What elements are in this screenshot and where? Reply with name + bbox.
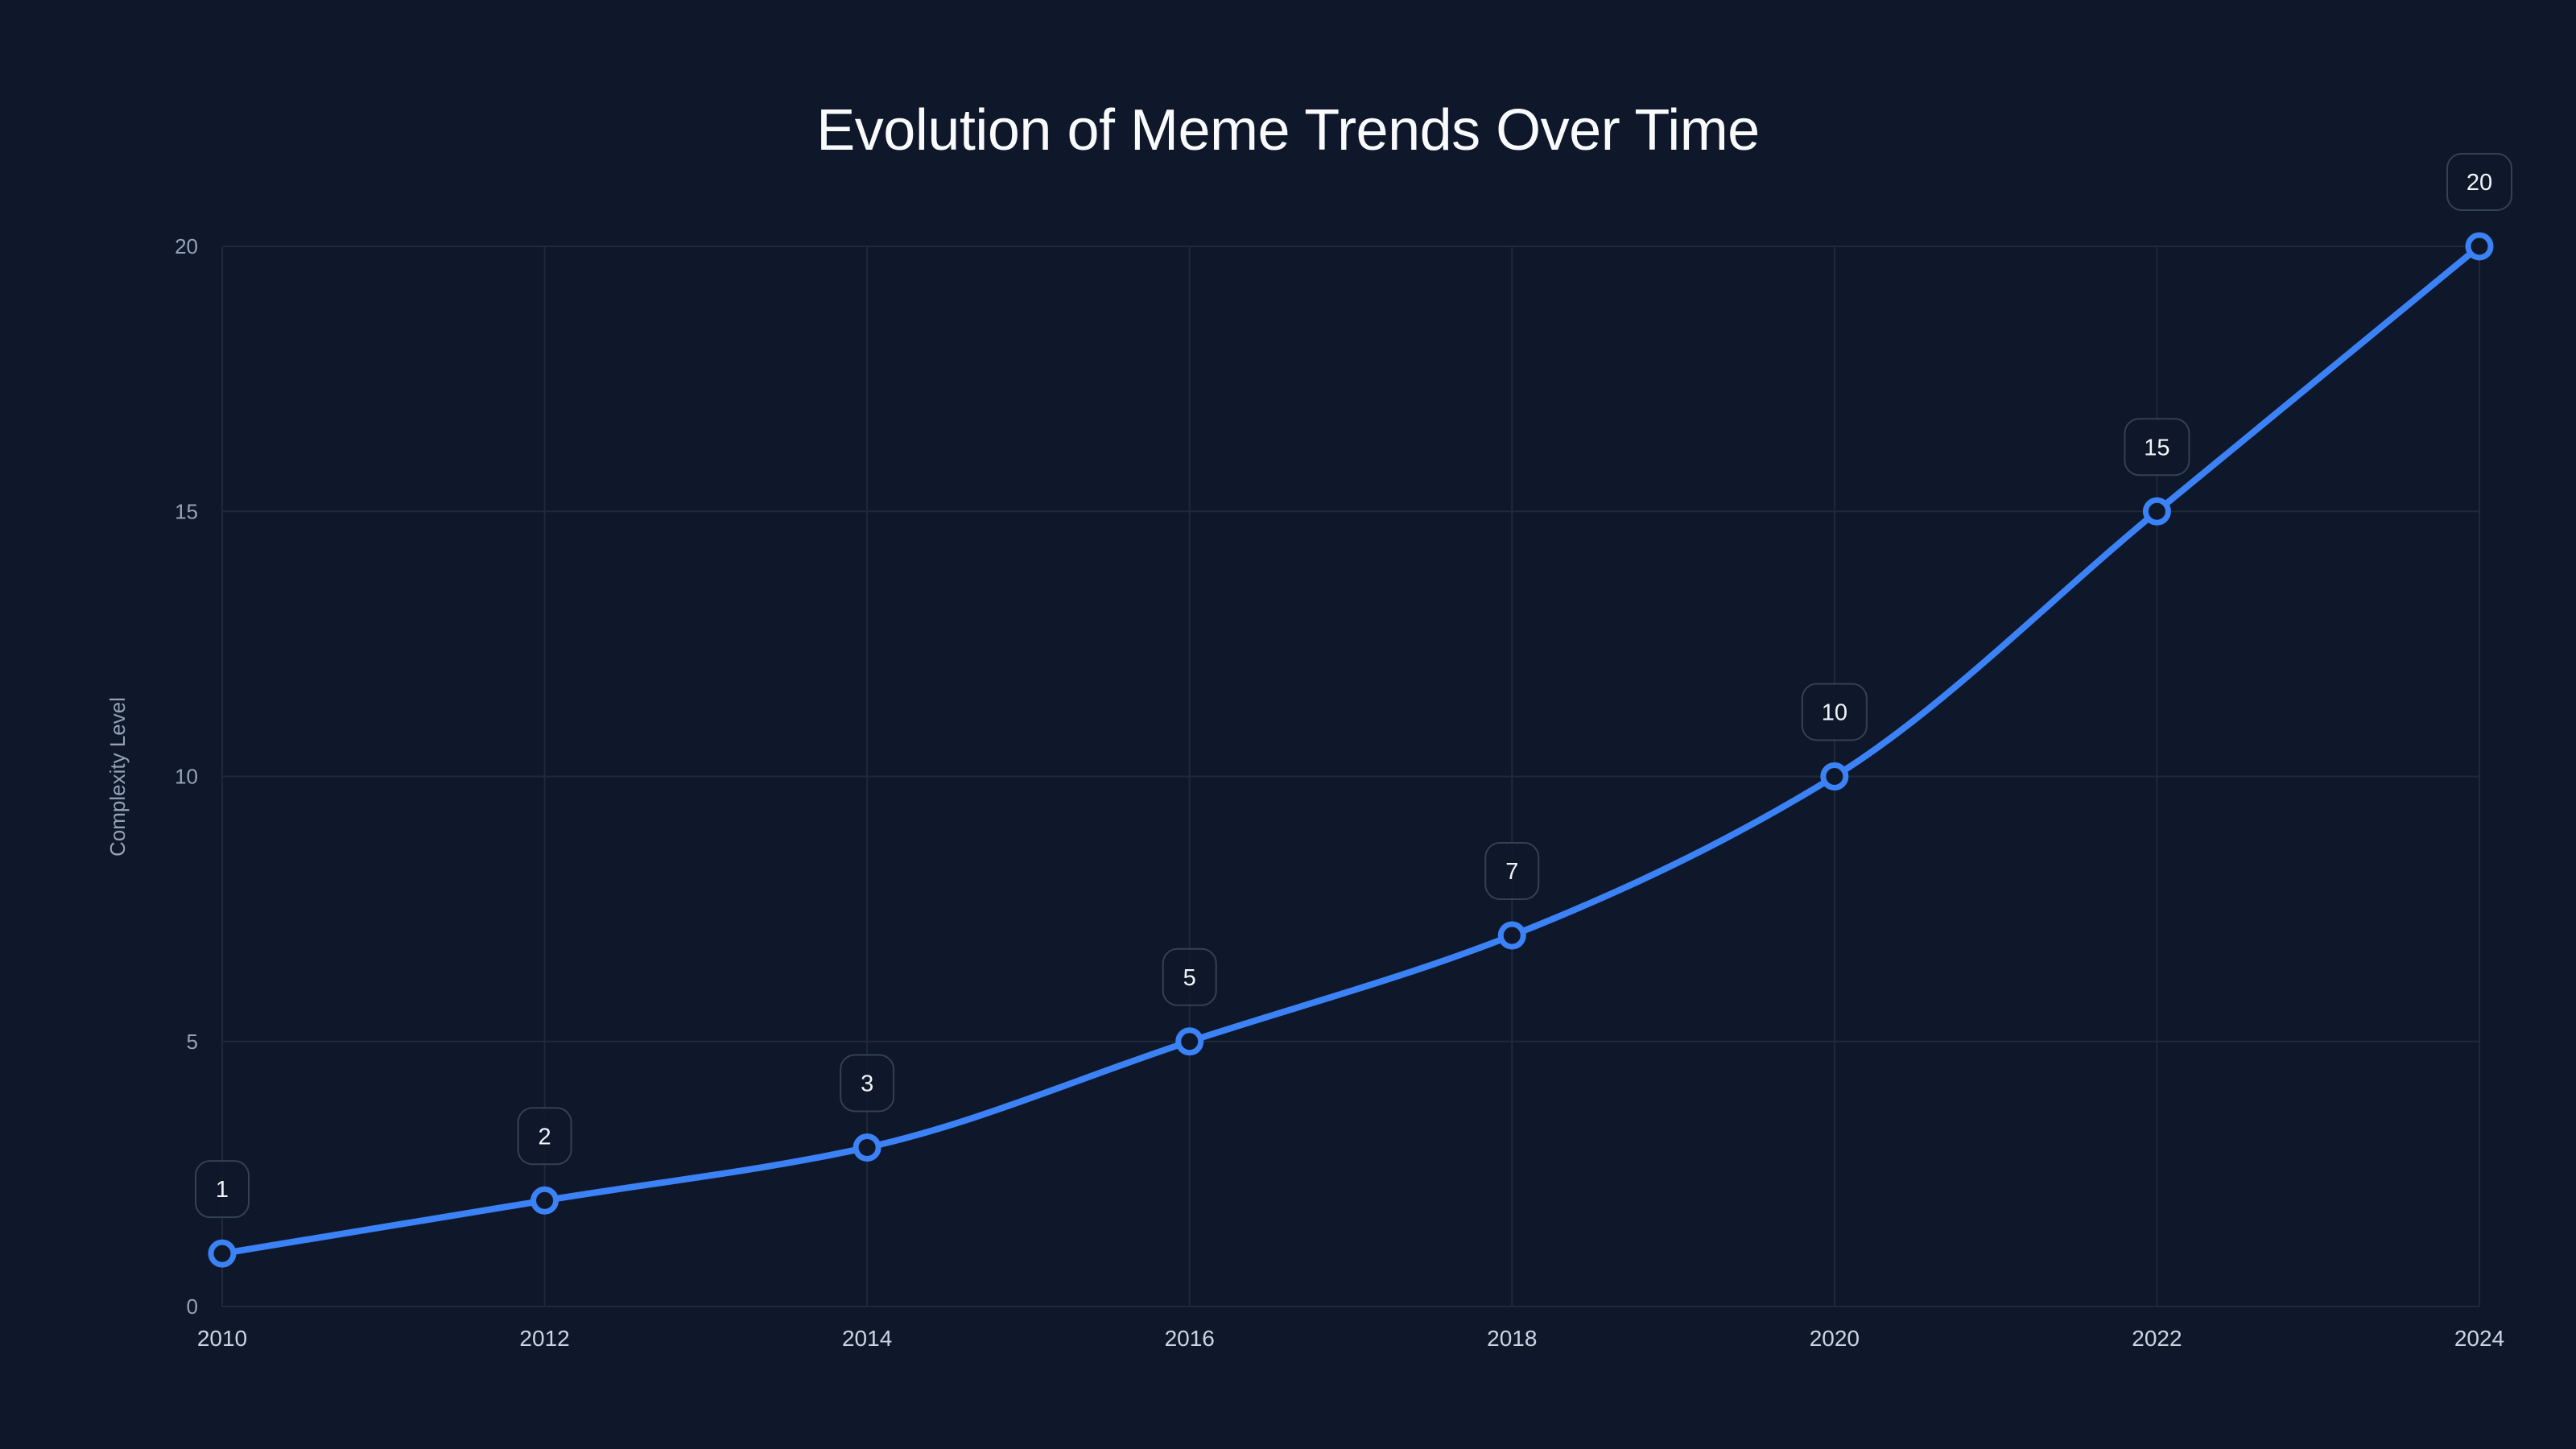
data-label-box — [1484, 842, 1540, 901]
data-label-box — [2446, 153, 2512, 211]
x-tick-label: 2020 — [1810, 1326, 1860, 1351]
data-label-value: 7 — [1505, 859, 1518, 885]
data-label: 5 — [1162, 947, 1217, 1006]
data-label: 2 — [517, 1107, 572, 1166]
x-tick-label: 2012 — [519, 1326, 569, 1351]
data-label: 1 — [195, 1160, 250, 1219]
data-point-marker[interactable] — [852, 1133, 881, 1162]
data-label-value: 2 — [539, 1124, 551, 1150]
x-axis-ticks: 2010 2012 2014 2016 2018 2020 2022 2024 — [197, 1326, 2504, 1351]
y-axis-label: Complexity Level — [105, 697, 130, 857]
data-label-box — [2124, 418, 2190, 477]
data-label-box — [195, 1160, 250, 1219]
x-tick-label: 2016 — [1165, 1326, 1215, 1351]
data-label-box — [840, 1054, 895, 1113]
data-point-marker[interactable] — [1497, 921, 1526, 950]
data-label-value: 10 — [1822, 700, 1847, 726]
data-label-value: 5 — [1183, 965, 1196, 991]
series-line — [219, 243, 2483, 1257]
y-tick-label: 20 — [175, 234, 198, 258]
chart-title: Evolution of Meme Trends Over Time — [816, 98, 1760, 163]
y-tick-label: 5 — [187, 1030, 198, 1054]
y-tick-label: 15 — [175, 499, 198, 523]
data-point-marker[interactable] — [1175, 1027, 1204, 1056]
x-tick-label: 2010 — [197, 1326, 247, 1351]
x-tick-label: 2022 — [2132, 1326, 2182, 1351]
x-tick-label: 2018 — [1487, 1326, 1537, 1351]
data-labels: 1 2 3 5 7 10 15 20 — [195, 153, 2512, 1219]
data-label: 7 — [1484, 842, 1540, 901]
y-tick-label: 10 — [175, 765, 198, 789]
data-label: 15 — [2124, 418, 2190, 477]
data-point-marker[interactable] — [2465, 232, 2494, 261]
x-tick-label: 2024 — [2454, 1326, 2504, 1351]
data-label: 3 — [840, 1054, 895, 1113]
data-label-value: 20 — [2467, 170, 2492, 196]
data-label: 10 — [1801, 683, 1868, 741]
data-label: 20 — [2446, 153, 2512, 211]
data-label-value: 1 — [216, 1177, 229, 1203]
data-label-value: 15 — [2144, 435, 2169, 460]
data-point-markers — [208, 232, 2494, 1268]
y-tick-label: 0 — [187, 1294, 198, 1319]
data-label-box — [1162, 947, 1217, 1006]
data-point-marker[interactable] — [1820, 762, 1849, 791]
data-point-marker[interactable] — [530, 1186, 559, 1215]
data-label-box — [1801, 683, 1868, 741]
x-tick-label: 2014 — [842, 1326, 892, 1351]
data-label-box — [517, 1107, 572, 1166]
data-label-value: 3 — [861, 1071, 873, 1096]
y-axis-ticks: 0 5 10 15 20 — [175, 234, 198, 1319]
data-point-marker[interactable] — [208, 1239, 237, 1268]
data-point-marker[interactable] — [2142, 497, 2171, 526]
